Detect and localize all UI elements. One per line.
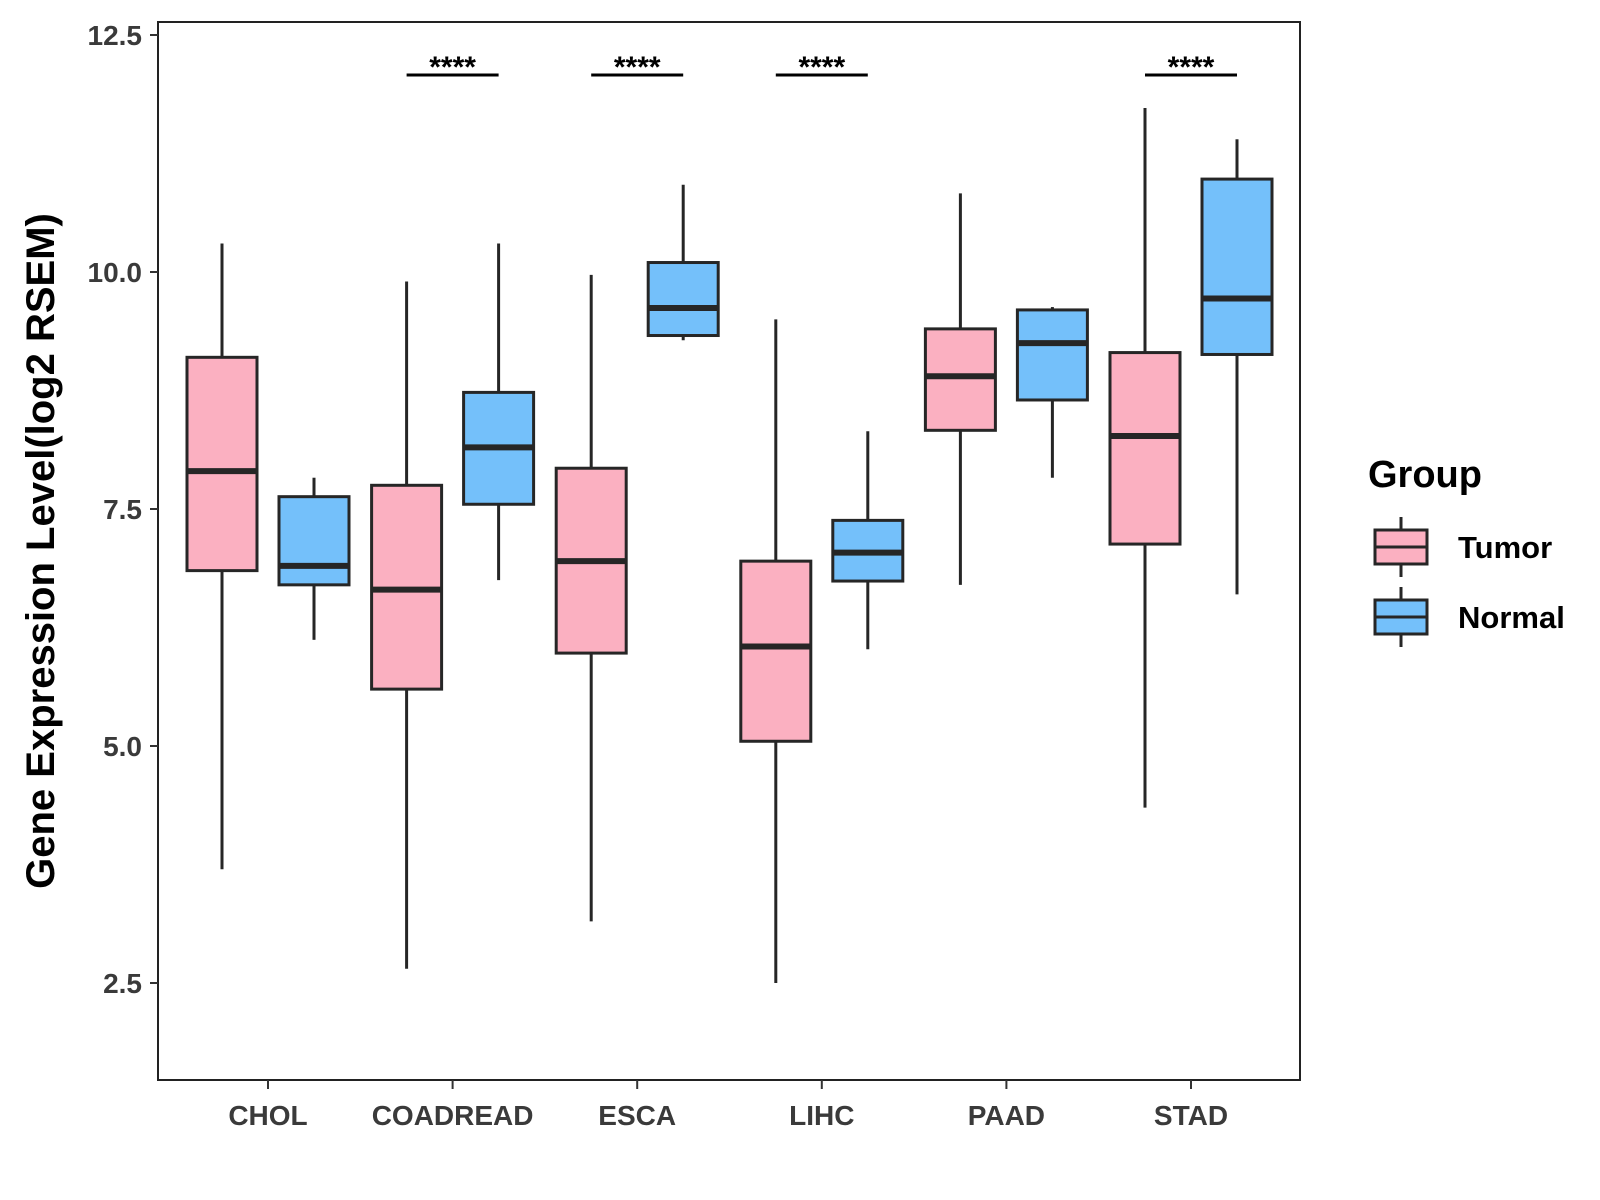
x-tick-label: COADREAD (372, 1100, 534, 1131)
legend-title: Group (1368, 454, 1482, 496)
significance-label: **** (798, 51, 845, 84)
box-body (1108, 351, 1182, 546)
box-tumor-chol (185, 243, 259, 870)
legend-label: Normal (1458, 600, 1565, 635)
x-tick-label: STAD (1154, 1100, 1228, 1131)
box-normal-coadread (462, 243, 536, 581)
box-normal-paad (1015, 307, 1089, 478)
box-tumor-lihc (739, 319, 813, 983)
box-body (1015, 308, 1089, 402)
box-tumor-esca (554, 274, 628, 922)
box-normal-lihc (831, 431, 905, 650)
x-tick-label: CHOL (228, 1100, 307, 1131)
box-body (646, 261, 720, 338)
x-tick-label: PAAD (968, 1100, 1045, 1131)
box-body (1200, 177, 1274, 356)
x-tick-label: LIHC (789, 1100, 854, 1131)
box-body (277, 495, 351, 587)
y-tick-label: 12.5 (88, 20, 143, 51)
box-series (185, 107, 1274, 983)
legend-item-normal: Normal (1373, 587, 1565, 647)
x-axis: CHOL COADREAD ESCA LIHC PAAD STAD (228, 1080, 1228, 1131)
box-body (739, 559, 813, 743)
box-body (185, 355, 259, 573)
box-normal-stad (1200, 139, 1274, 595)
x-tick-label: ESCA (598, 1100, 676, 1131)
significance-annotations: **** **** **** **** (406, 51, 1237, 84)
legend-label: Tumor (1458, 530, 1552, 565)
y-tick-label: 10.0 (88, 257, 143, 288)
box-normal-esca (646, 184, 720, 341)
box-tumor-coadread (370, 281, 444, 969)
legend-item-tumor: Tumor (1373, 517, 1552, 577)
significance-label: **** (429, 51, 476, 84)
y-tick-label: 2.5 (103, 968, 142, 999)
significance-label: **** (614, 51, 661, 84)
box-tumor-stad (1108, 107, 1182, 808)
legend: Group Tumor Normal (1368, 454, 1565, 647)
y-tick-label: 7.5 (103, 494, 142, 525)
y-tick-label: 5.0 (103, 731, 142, 762)
box-body (923, 327, 997, 432)
y-axis: 2.5 5.0 7.5 10.0 12.5 (88, 20, 158, 999)
box-tumor-paad (923, 193, 997, 585)
y-axis-title: Gene Expression Level(log2 RSEM) (19, 213, 63, 889)
significance-label: **** (1168, 51, 1215, 84)
plot-panel (157, 21, 1301, 1081)
box-normal-chol (277, 477, 351, 640)
